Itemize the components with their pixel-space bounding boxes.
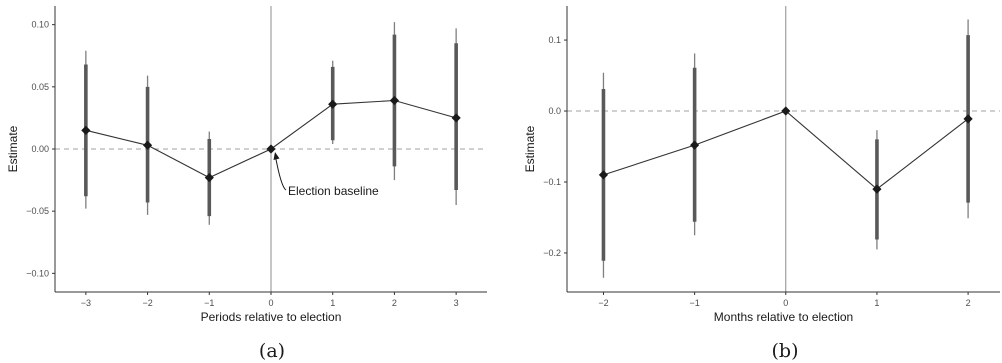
y-tick-label: 0.1 (548, 35, 561, 45)
x-tick-label: 2 (966, 298, 971, 308)
y-tick-label: −0.2 (543, 248, 561, 258)
x-tick-label: 0 (783, 298, 788, 308)
x-tick-label: −1 (689, 298, 699, 308)
estimate-point (963, 114, 973, 124)
y-tick-label: 0.10 (31, 20, 49, 30)
y-axis-title: Estimate (6, 125, 20, 172)
x-axis-title: Periods relative to election (201, 310, 342, 324)
y-tick-label: −0.1 (543, 177, 561, 187)
y-axis-title: Estimate (523, 125, 537, 172)
x-tick-label: 0 (268, 298, 273, 308)
estimate-point (690, 140, 700, 150)
chart-panel-a: −0.10 −0.05 0.00 0.05 0.10 −3 −2 −1 0 1 2 3 Periods … (6, 6, 487, 362)
y-tick-label: −0.10 (26, 268, 49, 278)
estimate-point (781, 106, 791, 116)
estimate-point (81, 125, 91, 135)
estimate-point (598, 170, 609, 180)
y-tick-label: 0.00 (31, 144, 49, 154)
x-tick-label: 3 (454, 298, 459, 308)
annotation-arrow (274, 153, 287, 191)
x-tick-label: 1 (330, 298, 335, 308)
x-tick-label: −2 (142, 298, 152, 308)
estimate-point (142, 140, 153, 150)
estimate-point (266, 144, 276, 154)
panel-label: (b) (772, 340, 799, 362)
x-tick-label: −1 (204, 298, 214, 308)
x-axis-title: Months relative to election (714, 310, 853, 324)
x-tick-label: 2 (392, 298, 397, 308)
estimate-point (389, 95, 400, 106)
estimate-point (204, 173, 214, 183)
estimate-point (872, 184, 882, 194)
annotation-arrowhead (273, 152, 280, 160)
x-tick-label: −3 (81, 298, 91, 308)
x-tick-label: −2 (598, 298, 608, 308)
estimate-point (451, 113, 461, 123)
y-tick-label: 0.0 (548, 106, 561, 116)
panel-label: (a) (259, 340, 285, 362)
y-tick-label: 0.05 (31, 82, 49, 92)
x-tick-label: 1 (874, 298, 879, 308)
chart-panel-b: −0.2 −0.1 0.0 0.1 −2 −1 0 1 2 Months relative to … (523, 6, 1000, 362)
annotation-label: Election baseline (288, 184, 379, 198)
estimate-point (328, 99, 338, 109)
y-tick-label: −0.05 (26, 206, 49, 216)
